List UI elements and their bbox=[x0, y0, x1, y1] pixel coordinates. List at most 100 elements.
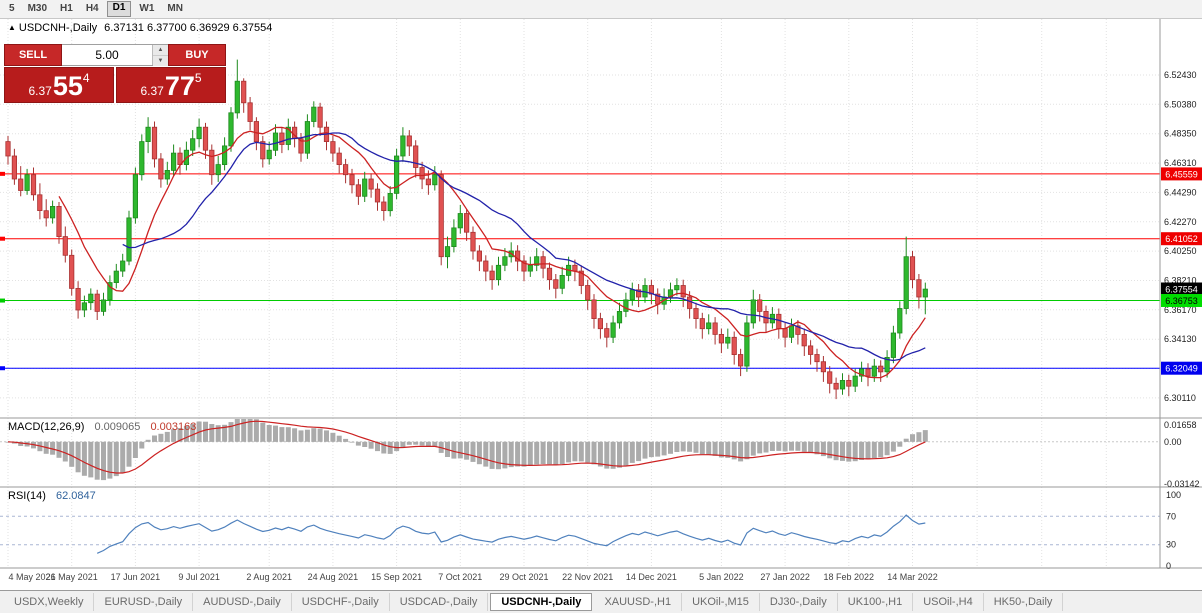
badge-price-label: 6.36753 bbox=[1165, 296, 1198, 306]
price-scale-label: 6.42270 bbox=[1164, 217, 1197, 227]
chart-tab-hk50-daily[interactable]: HK50-,Daily bbox=[984, 593, 1064, 611]
price-scale-label: 6.34130 bbox=[1164, 334, 1197, 344]
timeframe-button-w1[interactable]: W1 bbox=[139, 3, 155, 14]
resistance-line-badge bbox=[1161, 232, 1202, 246]
price-scale-label: 6.40250 bbox=[1164, 246, 1197, 256]
timeframe-button-m30[interactable]: M30 bbox=[27, 3, 48, 14]
chart-background[interactable] bbox=[0, 18, 1202, 590]
rsi-indicator-label: RSI(14) 62.0847 bbox=[8, 490, 96, 502]
sell-button[interactable]: SELL bbox=[4, 44, 62, 66]
timeframe-button-mn[interactable]: MN bbox=[167, 3, 183, 14]
ask-price-display[interactable]: 6.37 77 5 bbox=[116, 67, 226, 103]
badge-price-label: 6.37554 bbox=[1165, 285, 1198, 295]
bid-price-big: 55 bbox=[52, 71, 83, 101]
chart-tab-usdcnh-daily[interactable]: USDCNH-,Daily bbox=[490, 593, 593, 611]
symbol-name: USDCNH-,Daily bbox=[18, 22, 98, 34]
current-price-badge bbox=[1161, 282, 1202, 296]
timeframe-button-h4[interactable]: H4 bbox=[85, 3, 99, 14]
support-line-badge bbox=[1161, 361, 1202, 375]
chart-tab-uk100-h1[interactable]: UK100-,H1 bbox=[838, 593, 914, 611]
volume-input[interactable]: 5.00 bbox=[95, 48, 119, 62]
macd-main-value: 0.009065 bbox=[94, 421, 141, 433]
date-label: 18 Feb 2022 bbox=[824, 572, 875, 582]
rsi-value: 62.0847 bbox=[55, 490, 96, 502]
macd-scale-label: 0.01658 bbox=[1164, 420, 1197, 430]
chart-tab-usdcad-daily[interactable]: USDCAD-,Daily bbox=[390, 593, 489, 611]
rsi-scale-label: 0 bbox=[1166, 561, 1171, 571]
chart-tab-usoil-h4[interactable]: USOil-,H4 bbox=[913, 593, 984, 611]
timeframe-button-d1[interactable]: D1 bbox=[106, 1, 132, 17]
date-label: 9 Jul 2021 bbox=[178, 572, 220, 582]
support-line-badge bbox=[1161, 294, 1202, 307]
bid-price-sup: 4 bbox=[82, 71, 90, 85]
candles-layer[interactable] bbox=[5, 59, 928, 400]
chart-tabbar: USDX,Weekly EURUSD-,Daily AUDUSD-,Daily USD… bbox=[0, 590, 1202, 613]
chart-tab-eurusd-daily[interactable]: EURUSD-,Daily bbox=[94, 593, 194, 611]
price-scale-label: 6.30110 bbox=[1164, 393, 1196, 403]
rsi-line bbox=[96, 514, 926, 554]
ask-price-sup: 5 bbox=[194, 71, 202, 85]
badge-price-label: 6.45559 bbox=[1165, 169, 1198, 179]
date-label: 14 Dec 2021 bbox=[626, 572, 677, 582]
hline-left-marker bbox=[0, 171, 5, 176]
macd-scale-label: -0.03142 bbox=[1164, 479, 1200, 489]
macd-name: MACD(12,26,9) bbox=[8, 421, 85, 433]
ohlc-values: 6.37131 6.37700 6.36929 6.37554 bbox=[104, 22, 273, 34]
timeframe-toolbar: 5 M30 H1 H4 D1 W1 MN bbox=[0, 0, 1202, 19]
rsi-scale-label: 100 bbox=[1166, 490, 1181, 500]
timeframe-button-5[interactable]: 5 bbox=[9, 3, 15, 14]
volume-control: 5.00 ▲ ▼ bbox=[62, 44, 168, 66]
date-label: 26 May 2021 bbox=[46, 572, 98, 582]
rsi-scale-label: 30 bbox=[1166, 540, 1176, 550]
date-label: 15 Sep 2021 bbox=[371, 572, 422, 582]
rsi-scale-label: 70 bbox=[1166, 511, 1176, 521]
chart-marker-icon: ▲ bbox=[8, 23, 16, 32]
volume-stepper: ▲ ▼ bbox=[152, 45, 168, 66]
date-label: 2 Aug 2021 bbox=[246, 572, 292, 582]
price-scale-label: 6.36170 bbox=[1164, 305, 1197, 315]
date-label: 14 Mar 2022 bbox=[887, 572, 938, 582]
date-label: 7 Oct 2021 bbox=[438, 572, 482, 582]
resistance-line-badge bbox=[1161, 167, 1202, 181]
date-label: 22 Nov 2021 bbox=[562, 572, 613, 582]
date-label: 27 Jan 2022 bbox=[760, 572, 810, 582]
macd-signal-line bbox=[7, 420, 926, 474]
ma-slow-line bbox=[122, 132, 926, 362]
price-scale-label: 6.44290 bbox=[1164, 187, 1197, 197]
timeframe-button-h1[interactable]: H1 bbox=[60, 3, 73, 14]
chart-tab-usdchf-daily[interactable]: USDCHF-,Daily bbox=[292, 593, 390, 611]
price-scale-label: 6.46310 bbox=[1164, 158, 1197, 168]
price-scale-label: 6.48350 bbox=[1164, 129, 1197, 139]
macd-indicator-label: MACD(12,26,9) 0.009065 0.003163 bbox=[8, 421, 196, 433]
macd-layer bbox=[0, 419, 1160, 481]
buy-button[interactable]: BUY bbox=[168, 44, 226, 66]
chart-tab-usdx-weekly[interactable]: USDX,Weekly bbox=[4, 593, 95, 611]
bid-price-prefix: 6.37 bbox=[28, 84, 52, 98]
volume-up-icon[interactable]: ▲ bbox=[153, 45, 168, 56]
panel-borders bbox=[0, 18, 1202, 569]
hline-left-marker bbox=[0, 366, 5, 371]
date-label: 17 Jun 2021 bbox=[111, 572, 161, 582]
chart-tab-ukoil-m15[interactable]: UKOil-,M15 bbox=[682, 593, 760, 611]
badge-price-label: 6.41052 bbox=[1165, 234, 1198, 244]
one-click-trading-panel: SELL 5.00 ▲ ▼ BUY 6.37 55 4 6.37 77 5 bbox=[4, 44, 226, 103]
date-label: 4 May 2021 bbox=[8, 572, 55, 582]
chart-tab-dj30-daily[interactable]: DJ30-,Daily bbox=[760, 593, 838, 611]
rsi-layer bbox=[0, 514, 1160, 554]
badge-price-label: 6.32049 bbox=[1165, 364, 1198, 374]
chart-tab-xauusd-h1[interactable]: XAUUSD-,H1 bbox=[594, 593, 683, 611]
ma-fast-line bbox=[58, 126, 926, 379]
hline-left-marker bbox=[0, 298, 5, 303]
price-scale-label: 6.50380 bbox=[1164, 99, 1197, 109]
chart-tab-audusd-daily[interactable]: AUDUSD-,Daily bbox=[193, 593, 292, 611]
ask-price-big: 77 bbox=[164, 71, 195, 101]
price-scale-label: 6.52430 bbox=[1164, 70, 1197, 80]
bid-price-display[interactable]: 6.37 55 4 bbox=[4, 67, 114, 103]
horizontal-lines-layer bbox=[0, 171, 1160, 371]
volume-down-icon[interactable]: ▼ bbox=[153, 56, 168, 66]
date-label: 5 Jan 2022 bbox=[699, 572, 744, 582]
